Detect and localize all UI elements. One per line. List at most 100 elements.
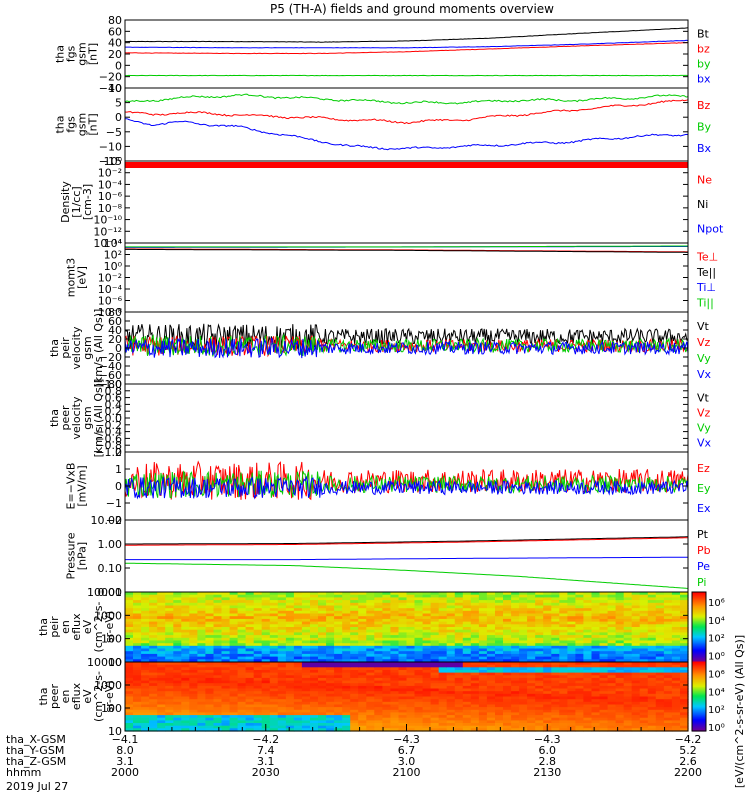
spectrogram-cell: [623, 651, 633, 655]
spectrogram-cell: [318, 688, 327, 692]
spectrogram-cell: [615, 600, 625, 604]
spectrogram-cell: [350, 613, 359, 617]
spectrogram-cell: [503, 725, 512, 729]
spectrogram-cell: [181, 640, 190, 644]
spectrogram-cell: [462, 704, 472, 708]
spectrogram-cell: [366, 723, 375, 727]
spectrogram-cell: [414, 728, 424, 732]
spectrogram-cell: [511, 627, 520, 631]
spectrogram-cell: [398, 685, 408, 690]
spectrogram-cell: [342, 629, 351, 633]
x-axis-value: 6.0: [539, 744, 557, 757]
spectrogram-cell: [173, 662, 182, 666]
spectrogram-cell: [591, 701, 601, 706]
spectrogram-cell: [470, 723, 480, 727]
spectrogram-cell: [647, 645, 657, 650]
spectrogram-cell: [680, 701, 689, 706]
spectrogram-cell: [245, 704, 255, 708]
spectrogram-cell: [583, 701, 592, 706]
colorbar-swatch: [692, 640, 706, 643]
y-tick-label: −2: [106, 514, 122, 527]
spectrogram-cell: [671, 659, 681, 663]
spectrogram-cell: [454, 662, 464, 666]
spectrogram-cell: [655, 723, 665, 727]
spectrogram-cell: [213, 662, 223, 666]
spectrogram-cell: [655, 605, 665, 609]
spectrogram-cell: [639, 594, 649, 598]
spectrogram-cell: [293, 691, 303, 695]
spectrogram-cell: [221, 637, 231, 642]
spectrogram-cell: [599, 624, 609, 628]
spectrogram-cell: [454, 699, 464, 703]
spectrogram-cell: [543, 632, 552, 636]
spectrogram-cell: [173, 621, 182, 625]
spectrogram-cell: [543, 602, 552, 607]
spectrogram-cell: [478, 723, 488, 727]
spectrogram-cell: [680, 715, 689, 719]
spectrogram-cell: [141, 677, 150, 682]
spectrogram-cell: [454, 597, 464, 601]
spectrogram-cell: [366, 632, 375, 636]
spectrogram-cell: [671, 627, 681, 631]
spectrogram-cell: [551, 651, 560, 655]
spectrogram-cell: [414, 720, 424, 724]
spectrogram-cell: [197, 728, 206, 732]
spectrogram-cell: [133, 717, 142, 721]
spectrogram-cell: [133, 677, 142, 682]
spectrogram-cell: [237, 594, 247, 598]
x-axis-value: 5.2: [679, 744, 697, 757]
spectrogram-cell: [567, 640, 576, 644]
spectrogram-cell: [157, 635, 166, 639]
spectrogram-cell: [543, 691, 552, 695]
spectrogram-cell: [398, 608, 408, 612]
y-tick-label: 10²: [104, 249, 122, 262]
spectrogram-cell: [519, 624, 528, 628]
spectrogram-cell: [414, 627, 424, 631]
spectrogram-cell: [253, 699, 263, 703]
spectrogram-cell: [454, 701, 464, 706]
spectrogram-cell: [430, 605, 440, 609]
spectrogram-cell: [181, 635, 190, 639]
spectrogram-cell: [253, 664, 263, 668]
spectrogram-cell: [173, 648, 182, 652]
spectrogram-cell: [607, 594, 617, 598]
x-axis-value: 2130: [533, 766, 561, 779]
spectrogram-cell: [470, 613, 480, 617]
spectrogram-cell: [173, 656, 182, 660]
legend-entry: Vy: [697, 422, 711, 435]
spectrogram-cell: [551, 635, 560, 639]
spectrogram-cell: [454, 632, 464, 636]
spectrogram-cell: [277, 693, 287, 698]
spectrogram-cell: [406, 608, 416, 612]
spectrogram-cell: [326, 717, 335, 721]
spectrogram-cell: [591, 693, 601, 698]
spectrogram-cell: [527, 613, 536, 617]
spectrogram-cell: [599, 667, 609, 671]
spectrogram-cell: [575, 667, 584, 671]
spectrogram-cell: [446, 685, 456, 690]
spectrogram-cell: [655, 728, 665, 732]
spectrogram-cell: [173, 685, 182, 690]
spectrogram-cell: [559, 677, 568, 682]
x-axis-value: 7.4: [257, 744, 275, 757]
spectrogram-cell: [318, 618, 327, 623]
spectrogram-cell: [350, 723, 359, 727]
spectrogram-cell: [205, 618, 214, 623]
spectrogram-cell: [567, 691, 576, 695]
spectrogram-cell: [181, 643, 190, 647]
spectrogram-cell: [293, 624, 303, 628]
spectrogram-cell: [503, 675, 512, 679]
spectrogram-cell: [350, 670, 359, 674]
spectrogram-cell: [462, 701, 472, 706]
spectrogram-cell: [374, 618, 383, 623]
spectrogram-cell: [567, 701, 576, 706]
spectrogram-cell: [197, 640, 206, 644]
spectrogram-cell: [551, 680, 560, 684]
spectrogram-cell: [527, 672, 536, 676]
spectrogram-cell: [342, 664, 351, 668]
spectrogram-cell: [326, 605, 335, 609]
spectrogram-cell: [261, 629, 271, 633]
spectrogram-cell: [591, 643, 601, 647]
spectrogram-cell: [133, 629, 142, 633]
spectrogram-cell: [197, 693, 206, 698]
